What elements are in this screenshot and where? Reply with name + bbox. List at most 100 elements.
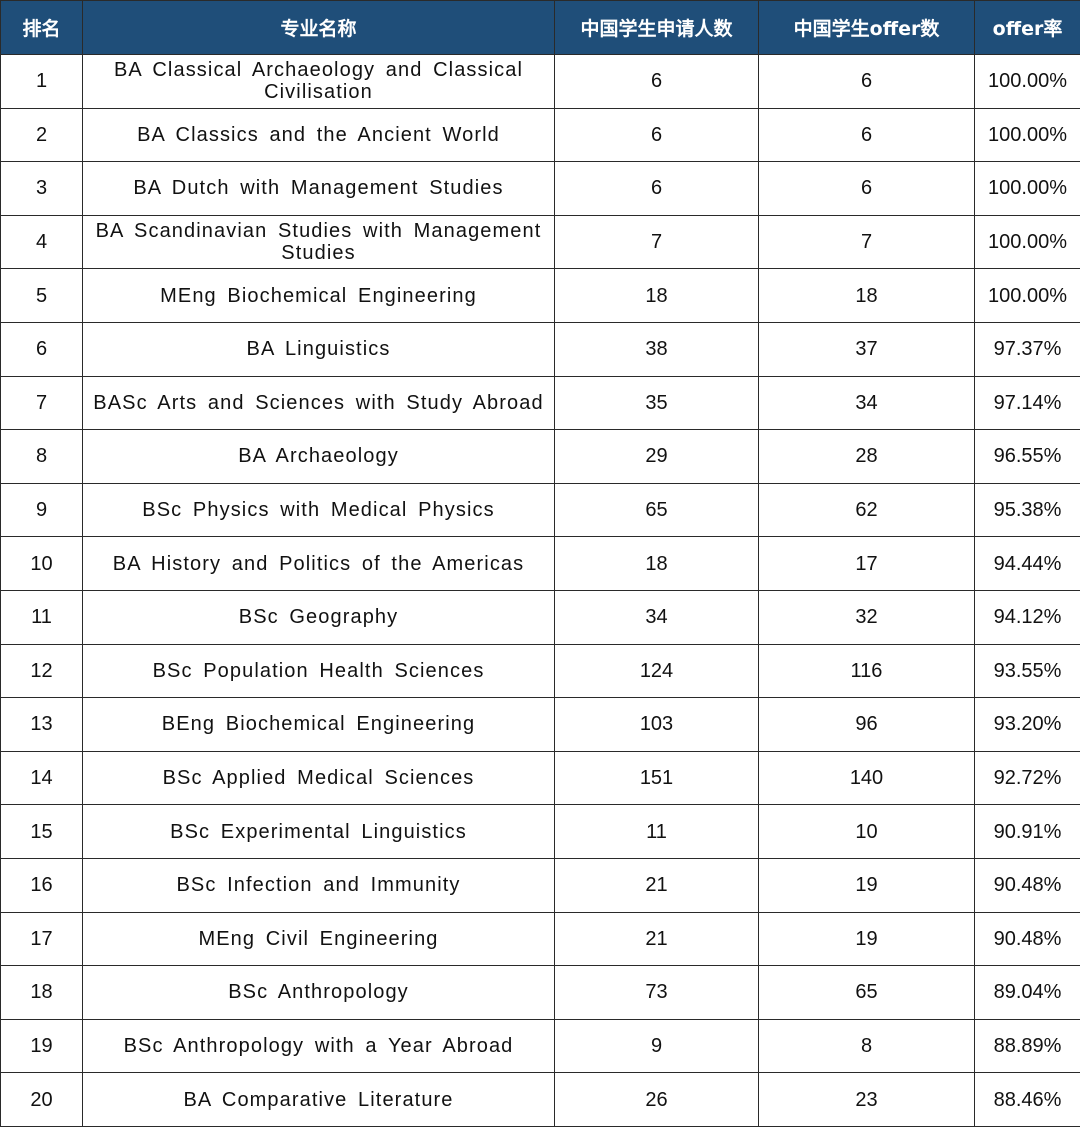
program-name-cell: BASc Arts and Sciences with Study Abroad [82, 375, 555, 431]
offer-rate-cell: 97.37% [974, 321, 1080, 377]
offers-cell: 19 [758, 857, 975, 913]
table-row: 18 BSc Anthropology 73 65 89.04% [0, 965, 1080, 1020]
rank-cell: 9 [0, 482, 83, 538]
program-name-cell: BA Archaeology [82, 429, 555, 484]
table-row: 19 BSc Anthropology with a Year Abroad 9… [0, 1018, 1080, 1074]
rank-cell: 19 [0, 1018, 83, 1074]
offers-cell: 32 [758, 589, 975, 645]
offer-rate-cell: 100.00% [974, 214, 1080, 270]
table-row: 16 BSc Infection and Immunity 21 19 90.4… [0, 857, 1080, 913]
table-body: 1 BA Classical Archaeology and Classical… [0, 54, 1080, 1127]
header-row: 排名 专业名称 中国学生申请人数 中国学生offer数 offer率 [0, 0, 1080, 55]
table-row: 7 BASc Arts and Sciences with Study Abro… [0, 375, 1080, 431]
offers-cell: 6 [758, 161, 975, 216]
offers-cell: 10 [758, 804, 975, 859]
applicants-cell: 26 [554, 1072, 759, 1127]
rank-cell: 8 [0, 429, 83, 484]
program-name-cell: BSc Experimental Linguistics [82, 804, 555, 859]
offer-rate-cell: 88.89% [974, 1018, 1080, 1074]
table-row: 14 BSc Applied Medical Sciences 151 140 … [0, 750, 1080, 806]
applicants-cell: 29 [554, 429, 759, 484]
applicants-cell: 9 [554, 1018, 759, 1074]
applicants-cell: 38 [554, 321, 759, 377]
offer-rate-cell: 95.38% [974, 482, 1080, 538]
offers-cell: 34 [758, 375, 975, 431]
table-row: 9 BSc Physics with Medical Physics 65 62… [0, 482, 1080, 538]
header-program-name: 专业名称 [82, 0, 555, 55]
rank-cell: 6 [0, 321, 83, 377]
table-row: 17 MEng Civil Engineering 21 19 90.48% [0, 911, 1080, 967]
rank-cell: 3 [0, 161, 83, 216]
offers-cell: 6 [758, 54, 975, 109]
offers-cell: 7 [758, 214, 975, 270]
program-name-cell: BSc Anthropology with a Year Abroad [82, 1018, 555, 1074]
rank-cell: 7 [0, 375, 83, 431]
table-row: 11 BSc Geography 34 32 94.12% [0, 589, 1080, 645]
table-header: 排名 专业名称 中国学生申请人数 中国学生offer数 offer率 [0, 0, 1080, 55]
applicants-cell: 151 [554, 750, 759, 806]
offers-cell: 65 [758, 965, 975, 1020]
program-name-cell: BSc Physics with Medical Physics [82, 482, 555, 538]
program-name-cell: BSc Anthropology [82, 965, 555, 1020]
applicants-cell: 21 [554, 857, 759, 913]
rank-cell: 2 [0, 107, 83, 163]
offer-rate-cell: 100.00% [974, 107, 1080, 163]
offer-rate-cell: 97.14% [974, 375, 1080, 431]
applicants-cell: 18 [554, 536, 759, 591]
offers-cell: 6 [758, 107, 975, 163]
applicants-cell: 6 [554, 54, 759, 109]
header-offer-rate: offer率 [974, 0, 1080, 55]
offers-cell: 18 [758, 268, 975, 323]
program-name-cell: BA Linguistics [82, 321, 555, 377]
applicants-cell: 21 [554, 911, 759, 967]
rank-cell: 10 [0, 536, 83, 591]
offers-cell: 17 [758, 536, 975, 591]
offer-rate-cell: 90.91% [974, 804, 1080, 859]
program-name-cell: BSc Population Health Sciences [82, 643, 555, 699]
offer-rate-cell: 92.72% [974, 750, 1080, 806]
header-offers: 中国学生offer数 [758, 0, 975, 55]
table-row: 15 BSc Experimental Linguistics 11 10 90… [0, 804, 1080, 859]
offers-cell: 19 [758, 911, 975, 967]
offers-cell: 8 [758, 1018, 975, 1074]
offer-rate-cell: 88.46% [974, 1072, 1080, 1127]
program-name-cell: BA Comparative Literature [82, 1072, 555, 1127]
rank-cell: 5 [0, 268, 83, 323]
table-row: 10 BA History and Politics of the Americ… [0, 536, 1080, 591]
table-row: 4 BA Scandinavian Studies with Managemen… [0, 214, 1080, 270]
rank-cell: 16 [0, 857, 83, 913]
offer-rate-cell: 100.00% [974, 54, 1080, 109]
offer-rate-cell: 93.20% [974, 697, 1080, 752]
program-name-cell: BA Scandinavian Studies with Management … [82, 214, 555, 270]
program-name-cell: BEng Biochemical Engineering [82, 697, 555, 752]
offer-rate-cell: 96.55% [974, 429, 1080, 484]
applicants-cell: 7 [554, 214, 759, 270]
table-row: 20 BA Comparative Literature 26 23 88.46… [0, 1072, 1080, 1127]
table-row: 13 BEng Biochemical Engineering 103 96 9… [0, 697, 1080, 752]
applicants-cell: 65 [554, 482, 759, 538]
offers-cell: 62 [758, 482, 975, 538]
offer-rate-cell: 90.48% [974, 911, 1080, 967]
applicants-cell: 34 [554, 589, 759, 645]
offers-cell: 96 [758, 697, 975, 752]
offer-rate-cell: 100.00% [974, 268, 1080, 323]
program-name-cell: BA Dutch with Management Studies [82, 161, 555, 216]
table-row: 3 BA Dutch with Management Studies 6 6 1… [0, 161, 1080, 216]
rank-cell: 18 [0, 965, 83, 1020]
offer-rate-cell: 94.12% [974, 589, 1080, 645]
applicants-cell: 11 [554, 804, 759, 859]
offers-cell: 23 [758, 1072, 975, 1127]
rank-cell: 14 [0, 750, 83, 806]
offer-rate-cell: 89.04% [974, 965, 1080, 1020]
program-name-cell: BSc Geography [82, 589, 555, 645]
rank-cell: 20 [0, 1072, 83, 1127]
offers-cell: 140 [758, 750, 975, 806]
program-name-cell: BSc Infection and Immunity [82, 857, 555, 913]
rank-cell: 17 [0, 911, 83, 967]
program-name-cell: MEng Civil Engineering [82, 911, 555, 967]
offer-rate-cell: 94.44% [974, 536, 1080, 591]
offer-rate-cell: 100.00% [974, 161, 1080, 216]
header-applicants: 中国学生申请人数 [554, 0, 759, 55]
offers-cell: 116 [758, 643, 975, 699]
